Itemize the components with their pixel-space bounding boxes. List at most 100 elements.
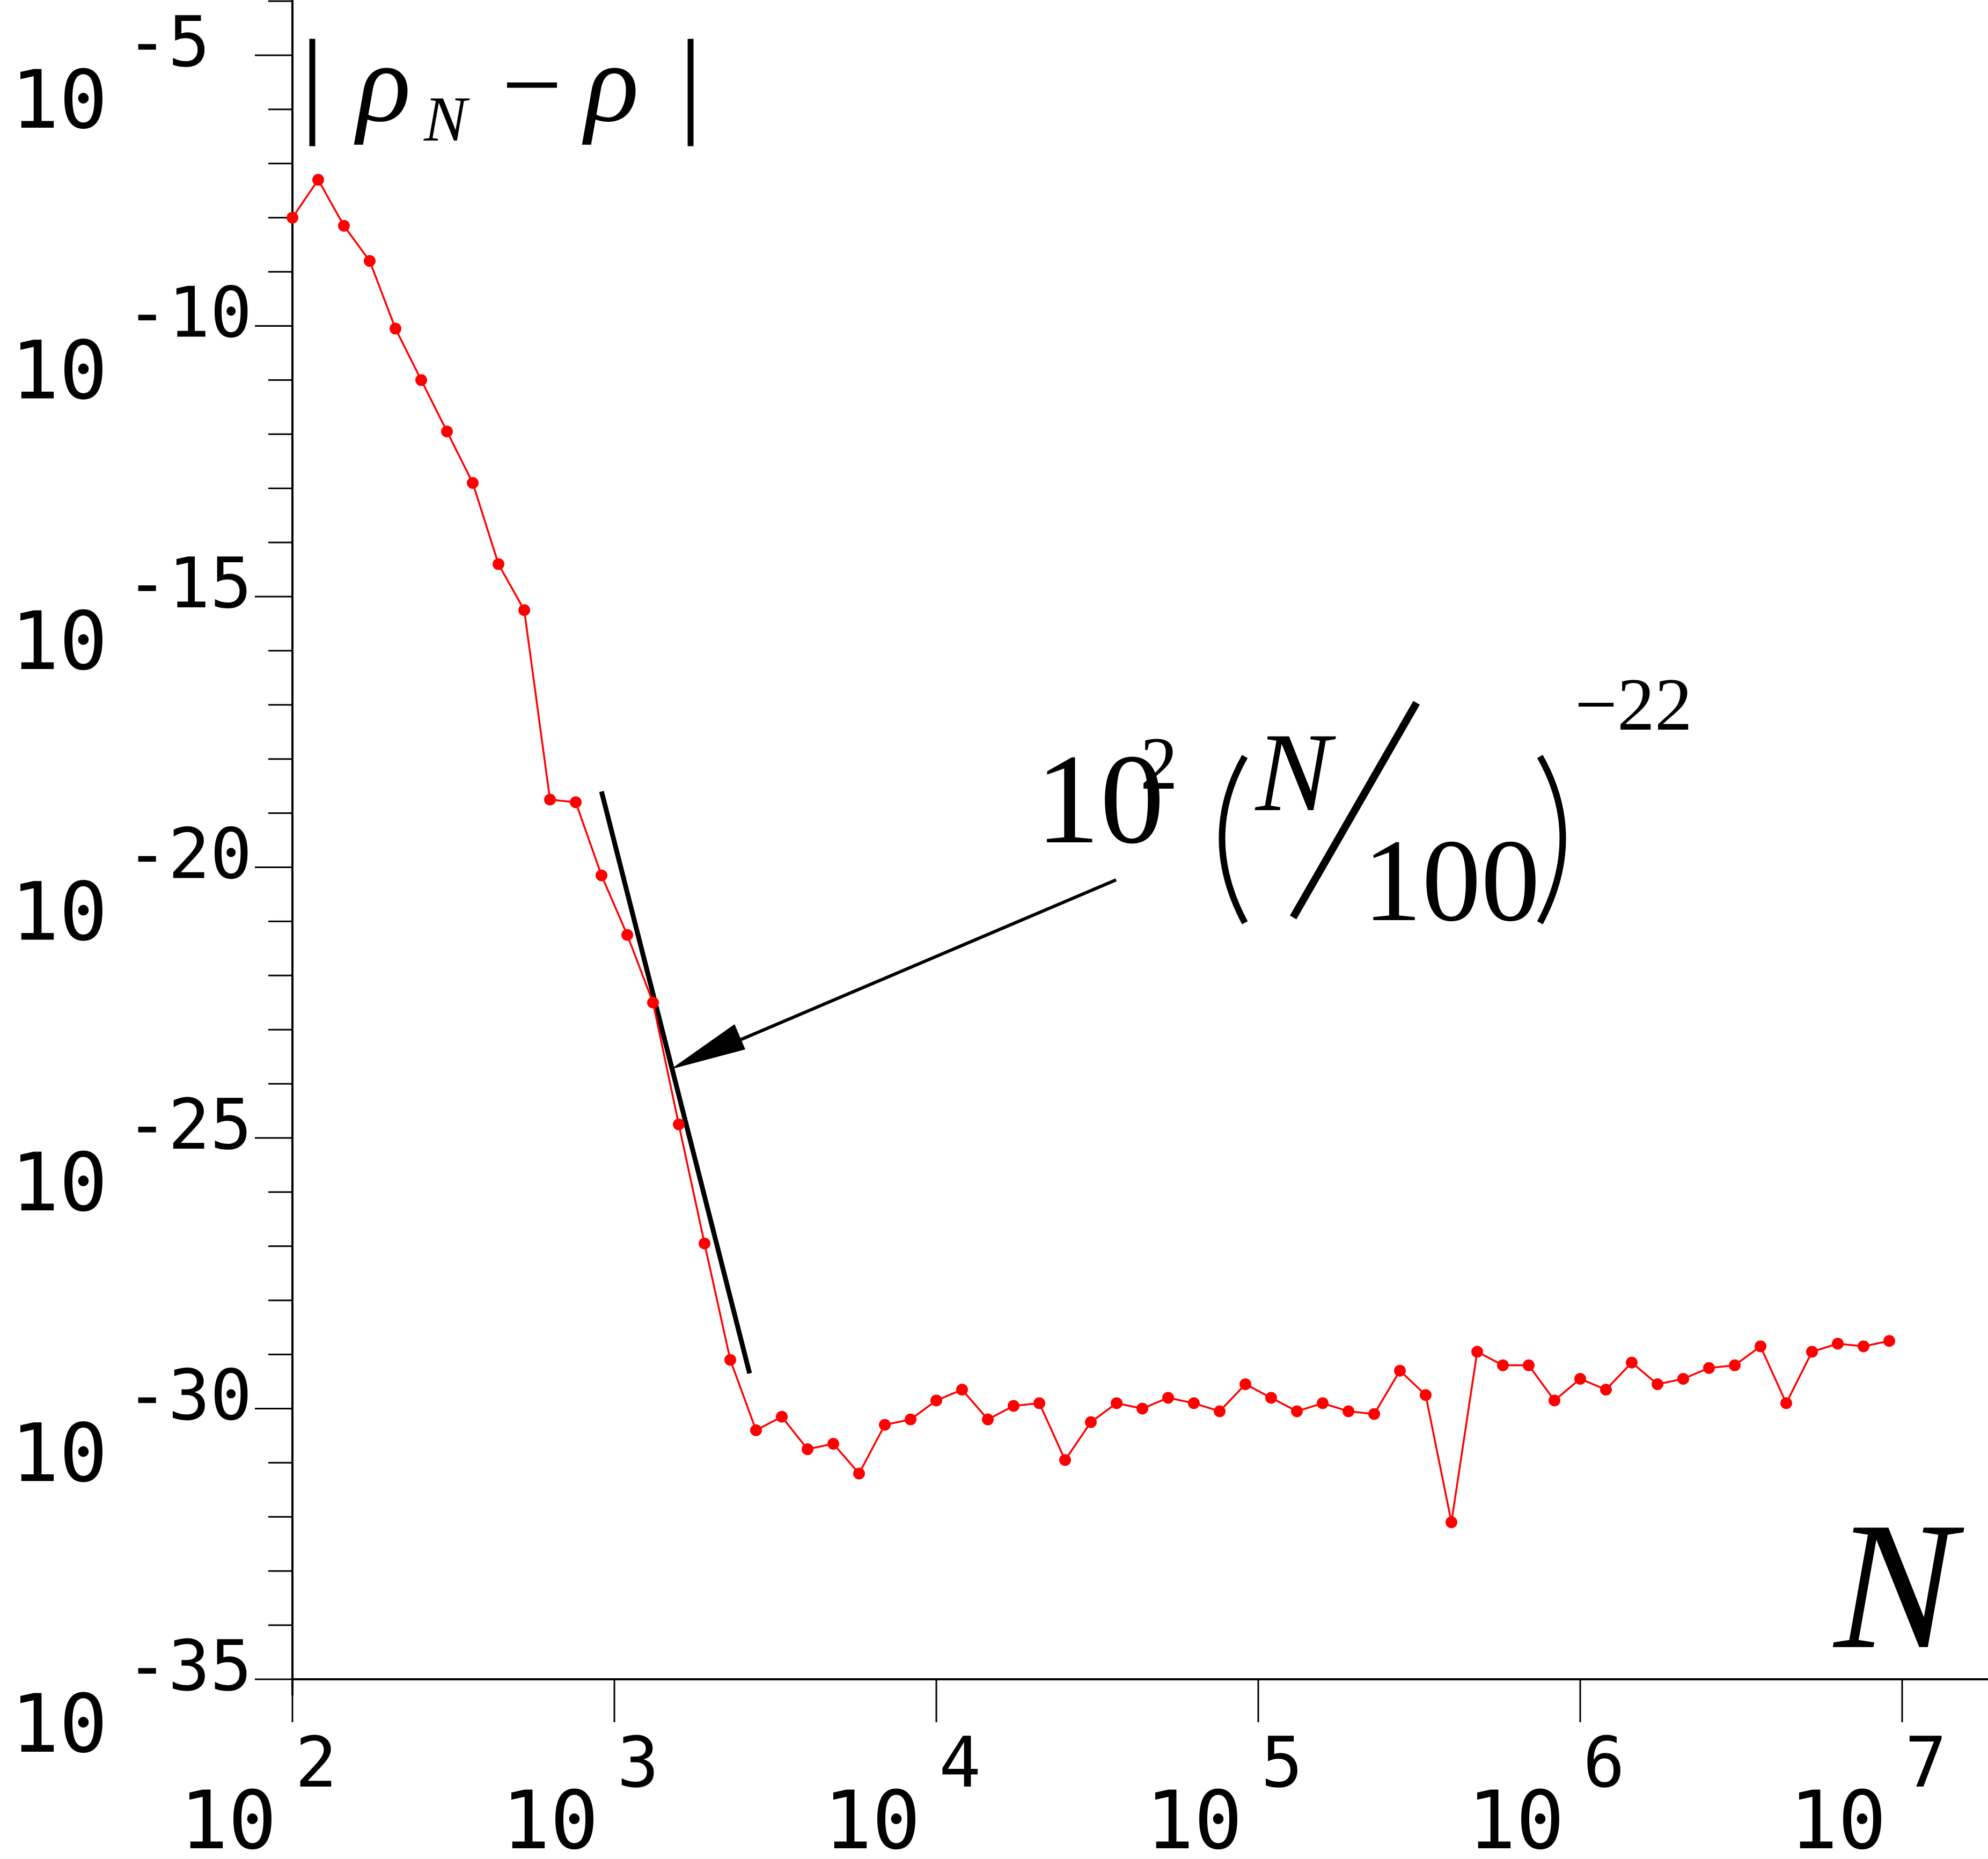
x-tick-label-base: 10 bbox=[502, 1774, 599, 1859]
data-point bbox=[1832, 1338, 1844, 1350]
x-tick-label-base: 10 bbox=[1789, 1774, 1887, 1859]
data-point bbox=[724, 1354, 736, 1366]
data-point bbox=[467, 477, 479, 489]
annotation-exponent: −22 bbox=[1575, 663, 1692, 746]
y-tick-label-base: 10 bbox=[11, 1678, 108, 1771]
y-label-right-bar: | bbox=[679, 16, 702, 146]
data-point bbox=[338, 219, 350, 232]
y-tick-label-base: 10 bbox=[11, 595, 108, 688]
axes bbox=[291, 0, 1988, 1695]
data-point bbox=[518, 604, 530, 616]
ticks bbox=[255, 0, 1903, 1722]
data-point bbox=[1471, 1346, 1483, 1358]
data-point bbox=[647, 996, 659, 1009]
y-label-rho2: ρ bbox=[582, 21, 639, 145]
data-point bbox=[1059, 1454, 1071, 1466]
data-point bbox=[750, 1424, 762, 1436]
y-label-subscript: N bbox=[423, 83, 470, 155]
y-tick-label-base: 10 bbox=[11, 1136, 108, 1230]
data-point bbox=[879, 1419, 891, 1431]
x-tick-label-base: 10 bbox=[1146, 1774, 1243, 1859]
data-point bbox=[1858, 1340, 1869, 1353]
y-tick-label-base: 10 bbox=[11, 866, 108, 959]
x-tick-label-base: 10 bbox=[1468, 1774, 1565, 1859]
data-point bbox=[1033, 1397, 1045, 1409]
data-point bbox=[1497, 1359, 1509, 1371]
data-point bbox=[673, 1118, 685, 1130]
data-point bbox=[570, 796, 582, 809]
y-tick-label-exponent: -20 bbox=[126, 813, 252, 895]
data-point bbox=[441, 425, 453, 438]
data-point bbox=[1394, 1364, 1406, 1377]
x-tick-label-exponent: 2 bbox=[295, 1722, 337, 1803]
annotation-arrowhead bbox=[671, 1024, 745, 1069]
data-point bbox=[621, 929, 633, 941]
data-point bbox=[1085, 1416, 1097, 1428]
data-point bbox=[1317, 1397, 1329, 1409]
data-point bbox=[905, 1413, 916, 1426]
x-tick-label-base: 10 bbox=[180, 1774, 277, 1859]
annotation-slash bbox=[1289, 701, 1420, 920]
data-point bbox=[415, 374, 427, 386]
y-label-minus: − bbox=[502, 26, 562, 144]
data-point bbox=[802, 1443, 813, 1456]
x-tick-label-base: 10 bbox=[824, 1774, 921, 1859]
data-point bbox=[390, 322, 401, 335]
data-point bbox=[1420, 1389, 1432, 1401]
data-point bbox=[1291, 1405, 1303, 1417]
y-tick-label-base: 10 bbox=[11, 325, 108, 418]
x-tick-label-exponent: 6 bbox=[1583, 1722, 1625, 1803]
data-point bbox=[1574, 1373, 1586, 1385]
series-group bbox=[287, 174, 1895, 1529]
annotation-coef-exp: 2 bbox=[1140, 722, 1178, 805]
data-point bbox=[1883, 1335, 1895, 1347]
data-point bbox=[1446, 1516, 1457, 1529]
x-tick-label-exponent: 7 bbox=[1905, 1722, 1947, 1803]
data-point bbox=[1626, 1356, 1638, 1369]
y-tick-label-exponent: -15 bbox=[126, 542, 252, 624]
data-point bbox=[930, 1394, 942, 1407]
y-tick-label-base: 10 bbox=[11, 1407, 108, 1501]
data-point bbox=[493, 558, 504, 570]
reference-line-group bbox=[599, 791, 752, 1375]
data-point bbox=[827, 1438, 839, 1450]
y-tick-label-exponent: -10 bbox=[126, 272, 252, 354]
y-tick-label-base: 10 bbox=[11, 54, 108, 147]
data-point bbox=[287, 211, 298, 224]
data-point bbox=[1343, 1405, 1354, 1417]
data-point bbox=[982, 1413, 994, 1426]
y-tick-label-exponent: -5 bbox=[126, 1, 210, 83]
data-point bbox=[1600, 1384, 1612, 1396]
data-point bbox=[1188, 1397, 1200, 1409]
data-point bbox=[1111, 1397, 1123, 1409]
data-point bbox=[1523, 1359, 1535, 1371]
data-point bbox=[1677, 1373, 1689, 1385]
x-tick-label-exponent: 3 bbox=[617, 1722, 659, 1803]
data-point bbox=[1265, 1392, 1277, 1404]
data-point bbox=[1703, 1362, 1715, 1374]
data-point bbox=[1162, 1392, 1174, 1404]
data-point bbox=[1729, 1359, 1741, 1371]
annotation-denominator: 100 bbox=[1363, 815, 1540, 946]
data-point bbox=[1806, 1346, 1818, 1358]
data-point bbox=[596, 869, 607, 881]
data-point bbox=[1755, 1340, 1766, 1353]
x-tick-label-exponent: 4 bbox=[939, 1722, 981, 1803]
y-tick-label-exponent: -25 bbox=[126, 1084, 252, 1165]
annotation-left-paren bbox=[1219, 755, 1248, 924]
annotation-right-paren bbox=[1537, 755, 1566, 924]
data-point bbox=[1652, 1378, 1663, 1391]
data-point bbox=[1214, 1405, 1226, 1417]
tick-labels: 10-510-1010-1510-2010-2510-3010-35102103… bbox=[11, 1, 1947, 1859]
x-tick-label-exponent: 5 bbox=[1261, 1722, 1303, 1803]
data-point bbox=[1008, 1400, 1019, 1412]
data-point bbox=[1368, 1408, 1380, 1420]
data-point bbox=[1239, 1378, 1251, 1391]
data-point bbox=[364, 255, 376, 267]
data-point bbox=[1549, 1394, 1560, 1407]
y-axis-label: | ρ N − ρ | bbox=[300, 16, 702, 155]
data-point bbox=[312, 174, 324, 186]
data-point bbox=[776, 1410, 788, 1423]
reference-slope-line bbox=[599, 791, 752, 1375]
